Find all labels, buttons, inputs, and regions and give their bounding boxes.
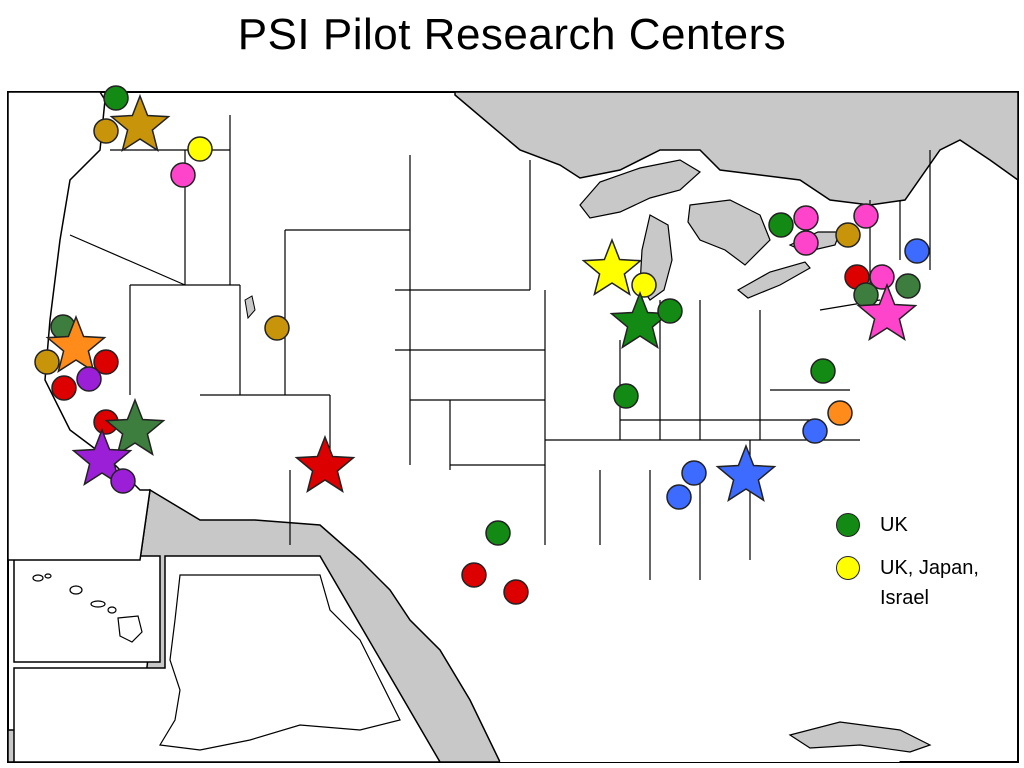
research-center-dot-marker <box>802 418 828 444</box>
research-center-dot-marker <box>793 205 819 231</box>
research-center-star-marker <box>856 282 918 341</box>
hawaii-islands <box>32 573 143 643</box>
research-center-dot-marker <box>810 358 836 384</box>
lake-superior <box>579 159 702 219</box>
research-center-dot-marker <box>853 203 879 229</box>
research-center-dot-marker <box>170 162 196 188</box>
alaska-shape <box>159 574 401 751</box>
legend-label-uk-japan-israel-line2: Israel <box>880 587 929 609</box>
research-center-dot-marker <box>904 238 930 264</box>
legend-label-uk: UK <box>880 514 908 536</box>
pacific-ocean <box>7 91 151 561</box>
lake-huron <box>687 199 771 266</box>
research-center-dot-marker <box>93 118 119 144</box>
legend-swatch-uk <box>836 513 860 537</box>
research-center-dot-marker <box>103 85 129 111</box>
research-center-dot-marker <box>895 273 921 299</box>
inset-box-hawaii <box>13 555 161 663</box>
research-center-dot-marker <box>613 383 639 409</box>
research-center-dot-marker <box>76 366 102 392</box>
research-center-dot-marker <box>93 349 119 375</box>
research-center-dot-marker <box>835 222 861 248</box>
research-center-star-marker <box>294 434 356 493</box>
legend-swatch-uk-japan-israel <box>836 556 860 580</box>
research-center-dot-marker <box>768 212 794 238</box>
research-center-dot-marker <box>869 264 895 290</box>
legend-label-uk-japan-israel-line1: UK, Japan, <box>880 557 979 579</box>
research-center-star-marker <box>45 314 107 373</box>
research-center-dot-marker <box>681 460 707 486</box>
research-center-dot-marker <box>793 230 819 256</box>
research-center-dot-marker <box>34 349 60 375</box>
research-center-dot-marker <box>827 400 853 426</box>
research-center-dot-marker <box>631 272 657 298</box>
research-center-dot-marker <box>666 484 692 510</box>
lake-erie <box>736 261 811 299</box>
state-borders <box>69 115 931 580</box>
research-center-dot-marker <box>51 375 77 401</box>
research-center-dot-marker <box>853 282 879 308</box>
great-salt-lake <box>244 295 256 320</box>
page-title: PSI Pilot Research Centers <box>237 10 787 59</box>
marker-layer <box>34 85 930 605</box>
gulf-of-mexico <box>500 595 900 762</box>
research-center-star-marker <box>104 397 166 456</box>
research-center-star-marker <box>109 93 171 152</box>
research-center-star-marker <box>71 427 133 486</box>
canada-area <box>100 91 1019 206</box>
research-center-dot-marker <box>110 468 136 494</box>
research-center-dot-marker <box>657 298 683 324</box>
research-center-dot-marker <box>503 579 529 605</box>
research-center-dot-marker <box>485 520 511 546</box>
research-center-dot-marker <box>187 136 213 162</box>
research-center-star-marker <box>581 237 643 296</box>
research-center-dot-marker <box>264 315 290 341</box>
cuba <box>788 721 932 753</box>
research-center-dot-marker <box>461 562 487 588</box>
research-center-star-marker <box>715 443 777 502</box>
